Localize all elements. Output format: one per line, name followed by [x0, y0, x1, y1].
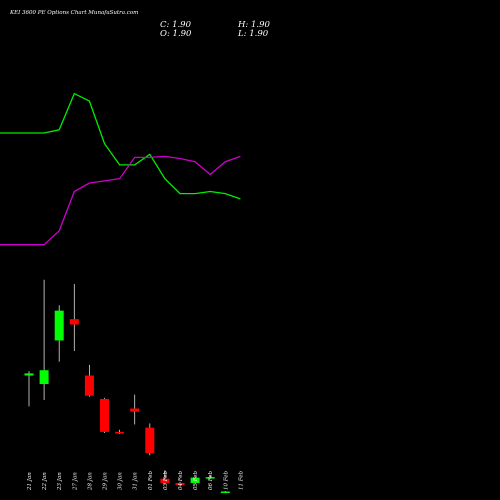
candle-body [100, 398, 109, 432]
candle [39, 279, 49, 400]
ohlc-close: C: 1.90 [160, 20, 192, 30]
candle [115, 429, 125, 435]
candle-body [69, 319, 79, 325]
candle-body [205, 477, 215, 479]
chart-title: KEI 3600 PE Options Chart MunafaSutra.co… [9, 10, 138, 16]
indicator-line-1 [0, 92, 241, 200]
candle [69, 284, 79, 352]
ohlc-high: H: 1.90 [237, 20, 270, 30]
candle-body [115, 431, 125, 434]
indicator-line-2 [0, 155, 241, 246]
candle [160, 470, 170, 485]
candle [145, 423, 155, 456]
candle [205, 475, 215, 479]
candle-body [220, 491, 230, 493]
candle-body [24, 373, 34, 376]
candle [84, 364, 94, 397]
x-tick-label: 23 Jan [57, 472, 63, 491]
candle-body [54, 310, 64, 341]
candle [100, 397, 109, 433]
x-tick-label: 05 Feb [193, 470, 199, 490]
candle-body [145, 427, 155, 454]
x-tick-label: 30 Jan [118, 472, 124, 490]
candle [130, 394, 140, 425]
candle-body [84, 375, 94, 396]
candle [190, 477, 200, 485]
x-tick-label: 27 Jan [72, 472, 78, 491]
x-tick-label: 03 Feb [163, 470, 169, 490]
x-tick-label: 31 Jan [133, 472, 139, 490]
candles [24, 279, 230, 493]
x-tick-label: 04 Feb [178, 470, 184, 490]
candle-body [160, 478, 170, 483]
candle [175, 481, 185, 486]
candle-body [190, 477, 200, 483]
x-tick-label: 29 Jan [103, 472, 109, 491]
candle-body [130, 408, 140, 412]
x-tick-label: 11 Feb [238, 470, 244, 490]
x-tick-label: 10 Feb [223, 470, 229, 490]
x-axis-ticks: 21 Jan 22 Jan 23 Jan 27 Jan 28 Jan 29 Jan 30 J… [27, 470, 244, 491]
x-tick-label: 28 Jan [87, 472, 93, 491]
candle-body [175, 482, 185, 486]
candle [220, 490, 230, 493]
candle [24, 371, 34, 407]
ohlc-open: O: 1.90 [160, 29, 192, 39]
indicator-lines [0, 92, 241, 246]
x-tick-label: 21 Jan [27, 472, 33, 491]
ohlc-low: L: 1.90 [237, 29, 269, 39]
x-tick-label: 01 Feb [148, 470, 154, 490]
x-tick-label: 22 Jan [42, 472, 48, 491]
x-tick-label: 06 Feb [208, 470, 214, 490]
candle [54, 305, 64, 362]
candle-body [39, 370, 49, 385]
